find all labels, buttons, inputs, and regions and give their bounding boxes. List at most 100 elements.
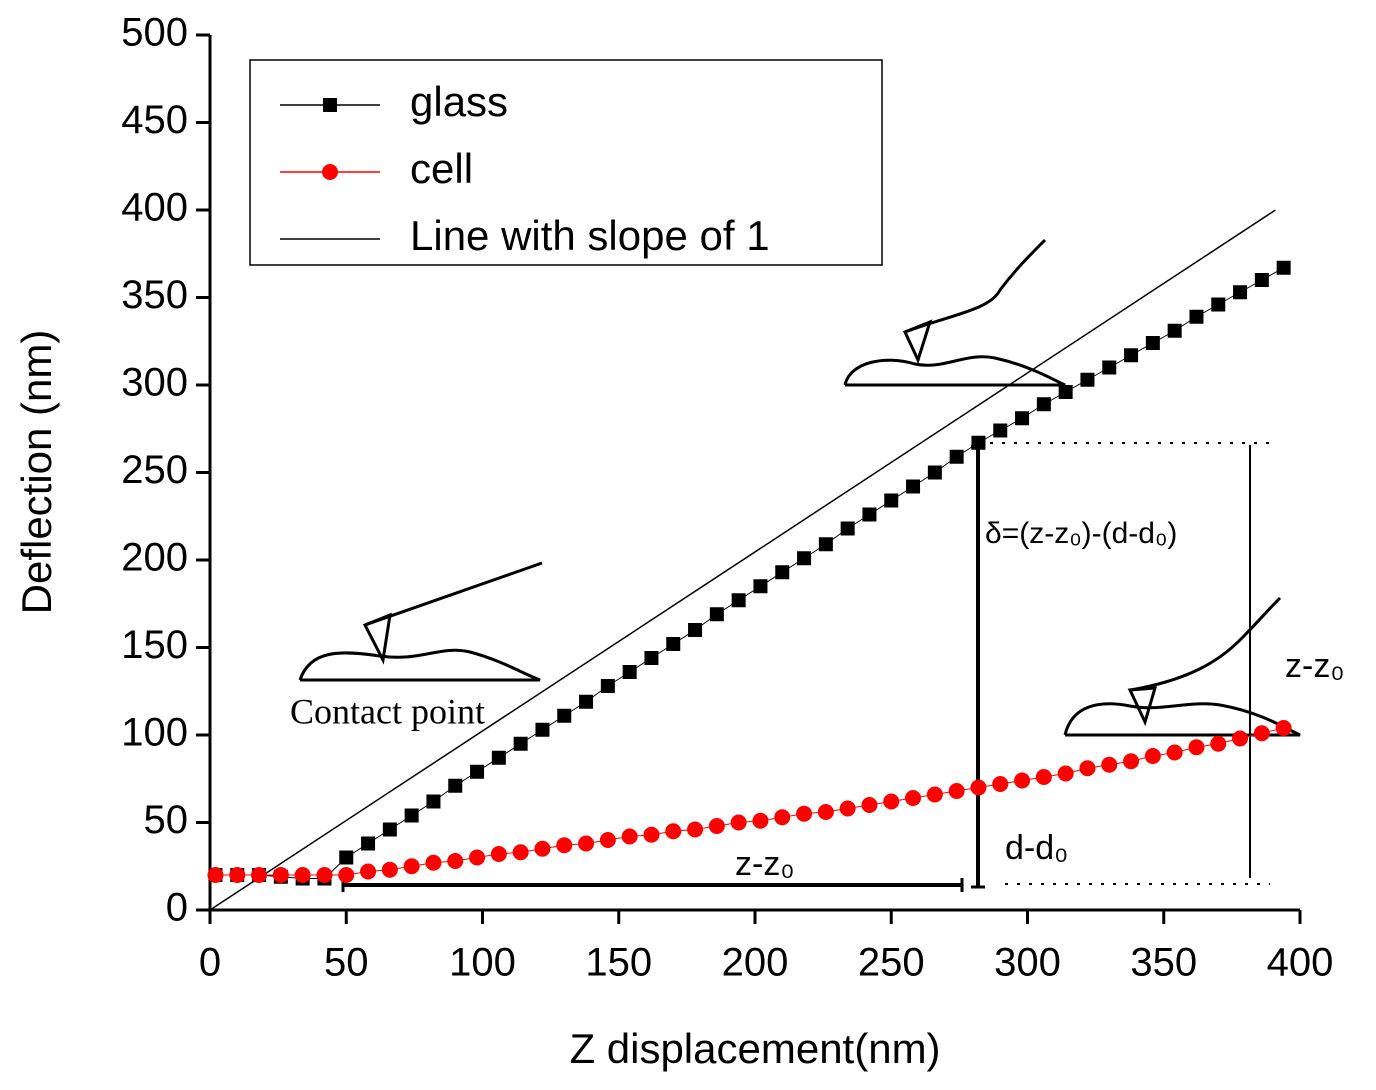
data-point [949,449,964,464]
data-point [600,679,615,693]
data-point [687,821,704,838]
data-point [993,423,1008,438]
data-point [883,793,900,810]
data-point [1254,273,1269,287]
data-point [491,750,506,765]
data-point [708,818,725,834]
x-tick-label: 150 [585,941,652,985]
x-axis-label: Z displacement(nm) [569,1025,940,1072]
data-point [622,665,637,679]
y-tick-label: 250 [121,448,188,492]
y-axis-label: Deflection (nm) [13,330,60,615]
data-point [621,828,638,845]
data-point [447,853,464,869]
data-point [1015,411,1030,426]
data-point [339,850,354,865]
data-point [338,867,355,883]
x-tick-label: 400 [1267,941,1334,985]
y-tick-label: 450 [121,98,188,142]
data-point [316,867,333,883]
data-point [404,808,419,823]
data-point [970,779,987,796]
legend-marker [322,164,338,180]
data-point [1101,756,1118,773]
data-point [535,722,550,737]
legend-marker [323,98,337,112]
y-tick-label: 200 [121,536,188,580]
data-point [1211,297,1226,312]
x-tick-label: 250 [858,941,925,985]
x-tick-label: 300 [994,941,1061,985]
y-tick-label: 150 [121,623,188,667]
y-tick-label: 350 [121,273,188,317]
sketch-glass [843,238,1066,387]
data-point [513,736,528,751]
y-tick-label: 500 [121,11,188,55]
x-tick-label: 100 [449,941,516,985]
data-point [906,479,921,494]
data-point [251,867,268,883]
annotation: Contact point [290,691,485,731]
data-point [207,867,224,883]
legend-label: glass [410,78,508,125]
data-point [1079,760,1096,777]
data-point [1275,720,1292,736]
data-point [1253,725,1270,742]
data-point [425,854,442,871]
data-point [709,607,724,622]
data-point [1036,397,1051,412]
data-point [730,814,747,831]
y-tick-label: 100 [121,711,188,755]
annotation: δ=(z-z₀)-(d-d₀) [985,517,1177,550]
data-point [992,776,1009,792]
data-point [470,764,485,779]
data-point [448,778,463,793]
data-point [861,797,878,813]
annotation: z-z₀ [1285,647,1344,685]
sketch-cell [1063,596,1301,737]
data-point [1102,360,1117,375]
data-point [752,812,769,829]
data-point [557,708,572,723]
data-point [1080,372,1095,387]
y-tick-label: 400 [121,186,188,230]
data-point [971,435,986,450]
y-tick-label: 0 [166,886,188,930]
data-point [229,867,246,883]
data-point [840,521,855,536]
data-point [905,790,922,806]
data-point [1276,260,1291,275]
annotation: d-d₀ [1005,829,1068,867]
data-point [426,794,441,809]
annotation-guides [341,442,1275,892]
data-point [1035,769,1052,785]
sketch-contact [298,561,543,682]
data-point [1145,336,1160,350]
y-tick-label: 300 [121,361,188,405]
data-point [1058,385,1073,399]
series-line [209,209,1276,911]
x-tick-label: 50 [324,941,369,985]
data-point [948,783,965,799]
data-point [578,835,595,852]
data-point [817,804,834,820]
data-point [1233,285,1248,300]
data-point [512,844,529,861]
data-point [382,822,397,837]
data-point [534,840,551,857]
data-point [774,809,791,826]
data-point [1057,765,1074,782]
data-point [1189,309,1204,324]
data-point [665,823,682,840]
legend-label: Line with slope of 1 [410,212,770,259]
data-point [731,593,746,608]
data-point [1166,744,1183,761]
data-point [1014,772,1031,789]
data-point [1188,739,1205,756]
annotation: z-z₀ [735,845,794,883]
x-tick-label: 350 [1130,941,1197,985]
data-point [361,836,376,851]
x-tick-label: 0 [199,941,221,985]
x-tick-label: 200 [722,941,789,985]
data-point [1124,348,1139,363]
